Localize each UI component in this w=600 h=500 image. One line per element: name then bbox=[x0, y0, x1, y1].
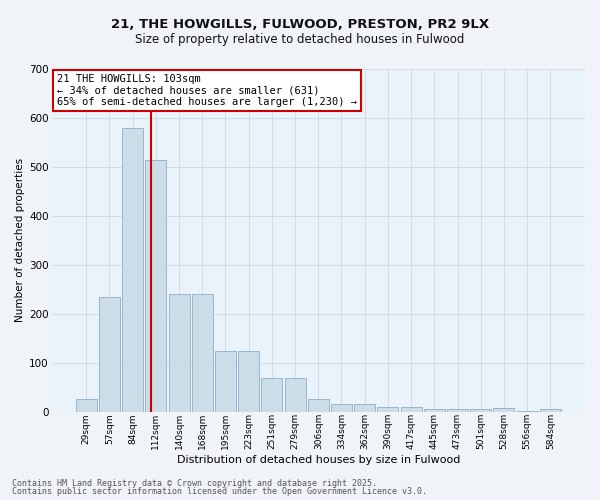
Bar bbox=[331, 404, 352, 411]
Bar bbox=[192, 294, 213, 412]
Bar bbox=[122, 128, 143, 412]
Bar bbox=[308, 400, 329, 411]
Bar bbox=[284, 378, 305, 412]
Bar bbox=[215, 352, 236, 412]
X-axis label: Distribution of detached houses by size in Fulwood: Distribution of detached houses by size … bbox=[176, 455, 460, 465]
Bar bbox=[447, 409, 468, 412]
Bar bbox=[424, 409, 445, 412]
Bar bbox=[145, 160, 166, 412]
Bar bbox=[493, 408, 514, 412]
Text: 21 THE HOWGILLS: 103sqm
← 34% of detached houses are smaller (631)
65% of semi-d: 21 THE HOWGILLS: 103sqm ← 34% of detache… bbox=[57, 74, 357, 108]
Bar bbox=[76, 400, 97, 411]
Bar bbox=[377, 407, 398, 412]
Bar bbox=[262, 378, 283, 412]
Y-axis label: Number of detached properties: Number of detached properties bbox=[15, 158, 25, 322]
Bar bbox=[401, 407, 422, 412]
Text: 21, THE HOWGILLS, FULWOOD, PRESTON, PR2 9LX: 21, THE HOWGILLS, FULWOOD, PRESTON, PR2 … bbox=[111, 18, 489, 30]
Bar bbox=[99, 296, 120, 412]
Bar bbox=[540, 409, 561, 412]
Bar bbox=[238, 352, 259, 412]
Text: Contains HM Land Registry data © Crown copyright and database right 2025.: Contains HM Land Registry data © Crown c… bbox=[12, 478, 377, 488]
Bar bbox=[354, 404, 375, 411]
Bar bbox=[517, 410, 538, 412]
Text: Size of property relative to detached houses in Fulwood: Size of property relative to detached ho… bbox=[136, 32, 464, 46]
Bar bbox=[169, 294, 190, 412]
Bar bbox=[470, 409, 491, 412]
Text: Contains public sector information licensed under the Open Government Licence v3: Contains public sector information licen… bbox=[12, 487, 427, 496]
